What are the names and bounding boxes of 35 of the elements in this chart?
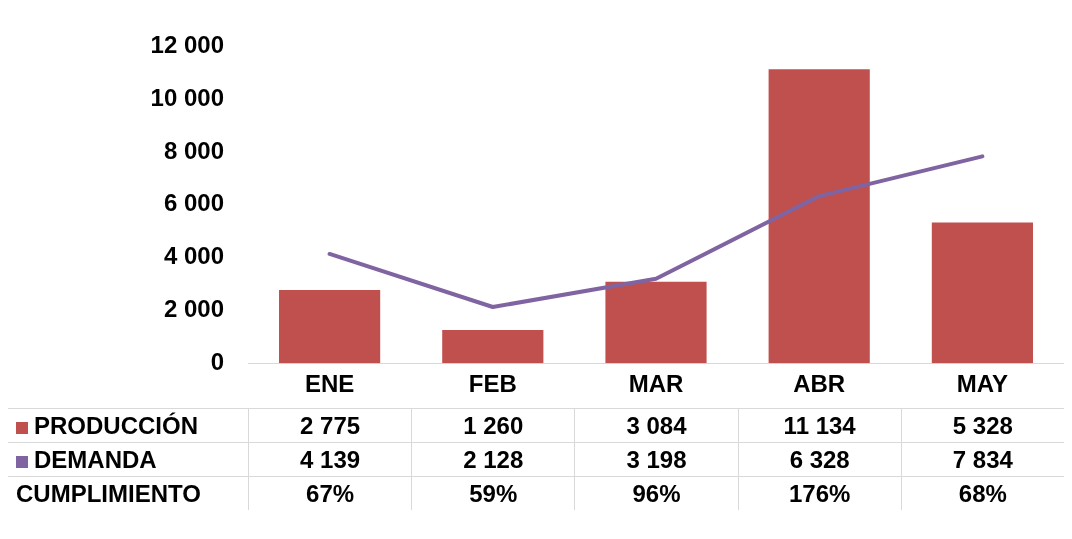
data-label: 11 134 — [737, 408, 901, 442]
y-tick-label: 6 000 — [163, 189, 224, 217]
bar — [279, 289, 381, 364]
data-label: 2 128 — [411, 442, 575, 476]
text: 68% — [900, 476, 1064, 510]
bar — [442, 329, 544, 364]
data-label: 7 834 — [900, 442, 1064, 476]
y-tick-label: 12 000 — [150, 31, 224, 59]
legend-label: DEMANDA — [34, 446, 157, 473]
x-tick-label: ABR — [793, 370, 846, 398]
x-tick-label: MAY — [956, 370, 1008, 398]
y-tick-label: 0 — [210, 347, 224, 375]
text: 96% — [574, 476, 738, 510]
y-tick-label: 4 000 — [163, 242, 224, 270]
bar — [931, 222, 1033, 364]
data-label: 5 328 — [900, 408, 1064, 442]
data-label: 4 139 — [248, 442, 412, 476]
bar — [768, 69, 870, 364]
y-tick-label: 2 000 — [163, 295, 224, 323]
bar — [605, 281, 707, 364]
legend-label: PRODUCCIÓN — [34, 412, 199, 439]
data-label: 2 775 — [248, 408, 412, 442]
x-tick-label: FEB — [468, 370, 517, 398]
data-label: 3 084 — [574, 408, 738, 442]
text: CUMPLIMIENTO — [16, 480, 201, 507]
y-tick-label: 10 000 — [150, 83, 224, 111]
y-tick-label: 8 000 — [163, 136, 224, 164]
data-label: 6 328 — [737, 442, 901, 476]
x-tick-label: ENE — [304, 370, 355, 398]
text: 67% — [248, 476, 412, 510]
data-label: 3 198 — [574, 442, 738, 476]
data-label: 1 260 — [411, 408, 575, 442]
text: 176% — [737, 476, 901, 510]
x-tick-label: MAR — [628, 370, 684, 398]
text: 59% — [411, 476, 575, 510]
